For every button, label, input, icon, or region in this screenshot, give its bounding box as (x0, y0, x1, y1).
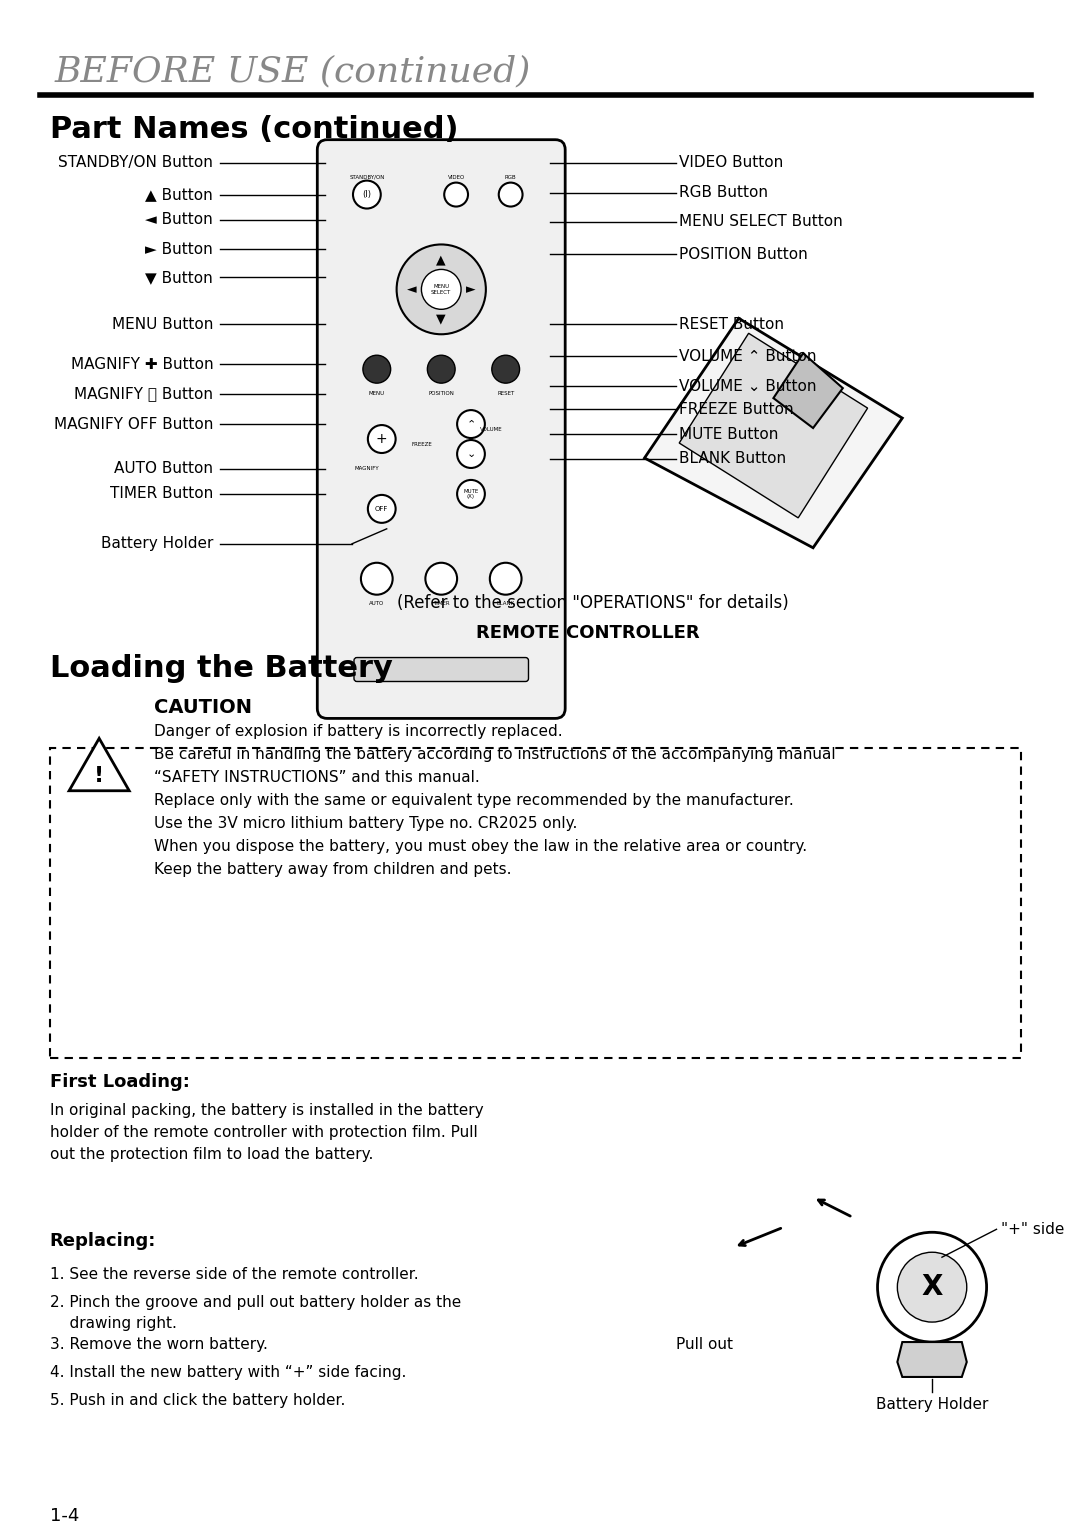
Text: REMOTE CONTROLLER: REMOTE CONTROLLER (476, 624, 700, 642)
Text: ▲ Button: ▲ Button (146, 187, 213, 202)
FancyBboxPatch shape (50, 748, 1022, 1058)
Text: MAGNIFY ➖ Button: MAGNIFY ➖ Button (75, 387, 213, 402)
Text: Use the 3V micro lithium battery Type no. CR2025 only.: Use the 3V micro lithium battery Type no… (153, 816, 577, 832)
Text: "+" side: "+" side (1001, 1222, 1065, 1237)
Text: ⌄: ⌄ (467, 450, 475, 459)
Circle shape (499, 182, 523, 206)
Text: BEFORE USE (continued): BEFORE USE (continued) (54, 55, 531, 89)
Circle shape (426, 563, 457, 595)
Text: When you dispose the battery, you must obey the law in the relative area or coun: When you dispose the battery, you must o… (153, 839, 807, 855)
Text: POSITION Button: POSITION Button (679, 248, 808, 261)
Text: Battery Holder: Battery Holder (876, 1398, 988, 1411)
Text: (Refer to the section "OPERATIONS" for details): (Refer to the section "OPERATIONS" for d… (396, 593, 788, 612)
Text: ►: ► (467, 283, 476, 295)
Text: 1. See the reverse side of the remote controller.: 1. See the reverse side of the remote co… (50, 1268, 418, 1283)
Text: Danger of explosion if battery is incorrectly replaced.: Danger of explosion if battery is incorr… (153, 725, 563, 740)
Circle shape (363, 355, 391, 384)
Text: MAGNIFY ✚ Button: MAGNIFY ✚ Button (70, 356, 213, 372)
Text: 5. Push in and click the battery holder.: 5. Push in and click the battery holder. (50, 1393, 345, 1408)
Text: ◄ Button: ◄ Button (146, 213, 213, 226)
Text: Pull out: Pull out (675, 1336, 732, 1352)
Text: VOLUME ⌄ Button: VOLUME ⌄ Button (679, 379, 816, 393)
Text: VIDEO Button: VIDEO Button (679, 154, 783, 170)
Circle shape (396, 245, 486, 335)
Text: ◄: ◄ (407, 283, 416, 295)
Circle shape (444, 182, 468, 206)
Text: “SAFETY INSTRUCTIONS” and this manual.: “SAFETY INSTRUCTIONS” and this manual. (153, 771, 480, 786)
Text: MENU Button: MENU Button (112, 317, 213, 332)
Text: VOLUME: VOLUME (480, 427, 502, 431)
Text: Loading the Battery: Loading the Battery (50, 653, 392, 682)
Text: First Loading:: First Loading: (50, 1073, 189, 1090)
Circle shape (368, 495, 395, 523)
Text: VIDEO: VIDEO (447, 174, 464, 179)
Text: CAUTION: CAUTION (153, 699, 252, 717)
Text: AUTO Button: AUTO Button (114, 462, 213, 477)
Text: +: + (376, 433, 388, 446)
Text: RGB: RGB (504, 174, 516, 179)
Text: (I): (I) (363, 190, 372, 199)
Polygon shape (679, 333, 867, 518)
Text: TIMER: TIMER (433, 601, 449, 605)
Circle shape (457, 440, 485, 468)
Text: ▼: ▼ (436, 313, 446, 326)
Text: Replace only with the same or equivalent type recommended by the manufacturer.: Replace only with the same or equivalent… (153, 794, 794, 809)
Text: !: ! (94, 766, 104, 786)
Text: RGB Button: RGB Button (679, 185, 768, 200)
Circle shape (368, 425, 395, 453)
Polygon shape (897, 1342, 967, 1378)
Circle shape (897, 1252, 967, 1323)
Text: STANDBY/ON: STANDBY/ON (349, 174, 384, 179)
Polygon shape (773, 353, 842, 428)
Text: OFF: OFF (375, 506, 389, 512)
Circle shape (457, 480, 485, 508)
Circle shape (491, 355, 519, 384)
Text: 1-4: 1-4 (50, 1506, 79, 1524)
Text: In original packing, the battery is installed in the battery
holder of the remot: In original packing, the battery is inst… (50, 1102, 483, 1162)
Text: MUTE
(X): MUTE (X) (463, 488, 478, 500)
Text: Be careful in handling the battery according to instructions of the accompanying: Be careful in handling the battery accor… (153, 748, 835, 763)
Text: VOLUME ⌃ Button: VOLUME ⌃ Button (679, 349, 816, 364)
Text: 2. Pinch the groove and pull out battery holder as the
    drawing right.: 2. Pinch the groove and pull out battery… (50, 1295, 461, 1332)
Text: RESET Button: RESET Button (679, 317, 784, 332)
Text: ▲: ▲ (436, 252, 446, 266)
Circle shape (878, 1232, 987, 1342)
Circle shape (457, 410, 485, 437)
Circle shape (428, 355, 455, 384)
Text: STANDBY/ON Button: STANDBY/ON Button (58, 154, 213, 170)
Text: ► Button: ► Button (146, 242, 213, 257)
Text: 4. Install the new battery with “+” side facing.: 4. Install the new battery with “+” side… (50, 1365, 406, 1381)
Text: MAGNIFY: MAGNIFY (354, 466, 379, 471)
Circle shape (361, 563, 393, 595)
Text: Battery Holder: Battery Holder (100, 537, 213, 552)
Text: AUTO: AUTO (369, 601, 384, 605)
Text: 3. Remove the worn battery.: 3. Remove the worn battery. (50, 1336, 268, 1352)
Polygon shape (645, 318, 902, 547)
FancyBboxPatch shape (318, 139, 565, 719)
Text: FREEZE: FREEZE (411, 442, 432, 446)
Text: FREEZE Button: FREEZE Button (679, 402, 794, 416)
Text: Part Names (continued): Part Names (continued) (50, 115, 458, 144)
Text: X: X (921, 1274, 943, 1301)
Circle shape (421, 269, 461, 309)
Text: MENU: MENU (368, 391, 384, 396)
Text: MENU SELECT Button: MENU SELECT Button (679, 214, 843, 229)
Text: TIMER Button: TIMER Button (110, 486, 213, 502)
Text: Replacing:: Replacing: (50, 1232, 156, 1251)
Text: MAGNIFY OFF Button: MAGNIFY OFF Button (54, 416, 213, 431)
Text: ⌃: ⌃ (467, 419, 475, 430)
Text: MUTE Button: MUTE Button (679, 427, 779, 442)
Text: POSITION: POSITION (429, 391, 455, 396)
Text: MENU
SELECT: MENU SELECT (431, 284, 451, 295)
Text: ▼ Button: ▼ Button (146, 271, 213, 284)
FancyBboxPatch shape (354, 657, 528, 682)
Text: RESET: RESET (497, 391, 514, 396)
Text: Keep the battery away from children and pets.: Keep the battery away from children and … (153, 862, 511, 878)
Circle shape (353, 180, 381, 208)
Text: BLANK Button: BLANK Button (679, 451, 786, 466)
Circle shape (490, 563, 522, 595)
Text: BLANK: BLANK (497, 601, 515, 605)
